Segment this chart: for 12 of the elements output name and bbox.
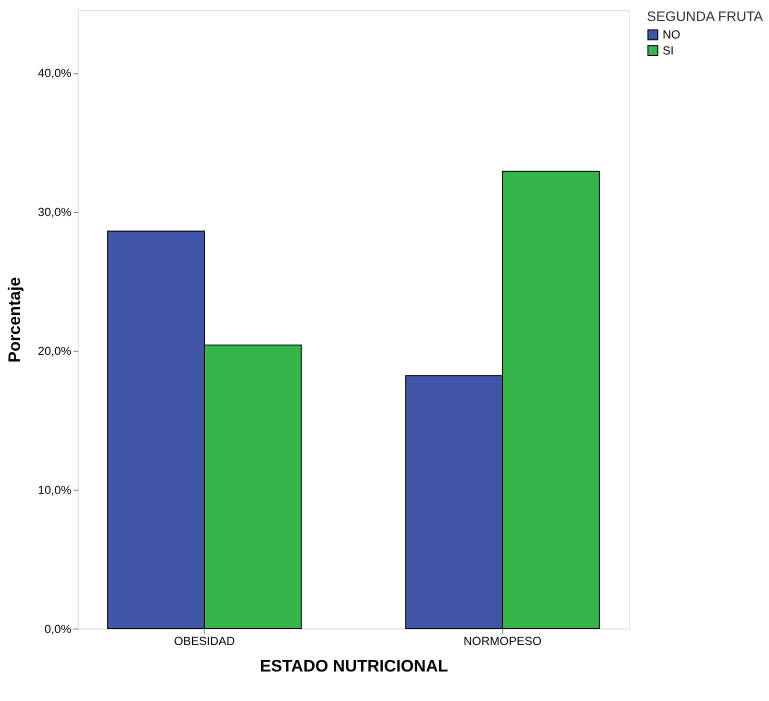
legend-label: NO (662, 28, 680, 42)
x-axis-title: ESTADO NUTRICIONAL (260, 656, 448, 676)
y-tick-label: 40,0% (38, 66, 72, 80)
x-tick-label: NORMOPESO (464, 634, 542, 648)
legend-label: SI (662, 43, 674, 58)
y-tick-label: 20,0% (38, 344, 72, 358)
x-tick-label: OBESIDAD (174, 634, 235, 648)
y-tick-label: 30,0% (38, 205, 72, 220)
legend-title: SEGUNDA FRUTA (646, 9, 764, 24)
y-tick-label: 0,0% (44, 622, 72, 636)
y-tick-label: 10,0% (38, 483, 72, 498)
y-axis-title: Porcentaje (5, 277, 24, 363)
